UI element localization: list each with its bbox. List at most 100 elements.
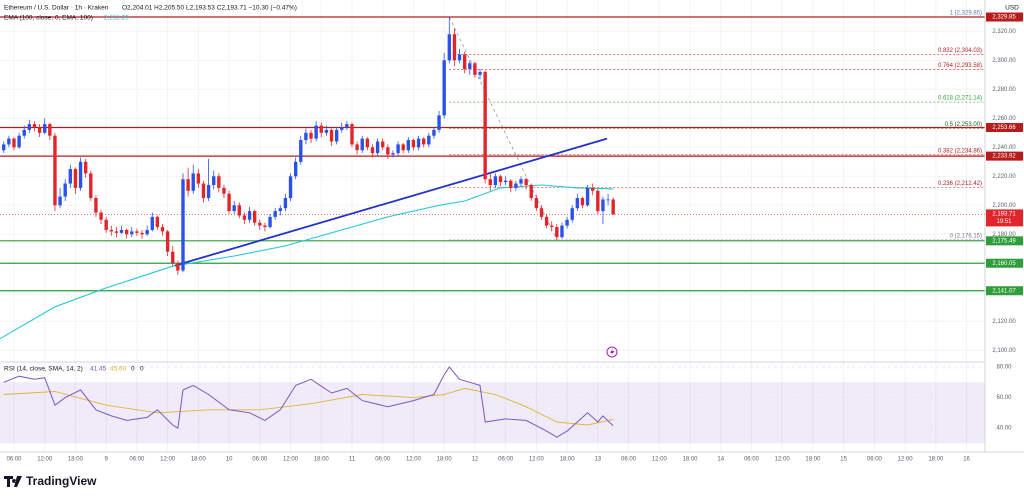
level-tag-label: 2,233.92 bbox=[992, 154, 1016, 160]
candle-body bbox=[565, 219, 569, 226]
candle-body bbox=[473, 63, 477, 75]
candle-body bbox=[483, 71, 487, 180]
candle-body bbox=[150, 216, 154, 230]
candle-body bbox=[319, 125, 323, 133]
x-tick-label: 18:00 bbox=[682, 457, 698, 463]
y-tick-label: 2,220.00 bbox=[992, 174, 1016, 180]
candle-body bbox=[334, 129, 339, 142]
x-tick-label: 18:00 bbox=[560, 457, 576, 463]
x-tick-label: 14 bbox=[717, 457, 724, 463]
y-tick-label: 2,280.00 bbox=[992, 87, 1016, 93]
trendline bbox=[174, 137, 608, 267]
candle-body bbox=[457, 54, 462, 61]
y-tick-label: 2,260.00 bbox=[992, 116, 1016, 122]
x-tick-label: 12:00 bbox=[898, 457, 914, 463]
y-tick-label: 2,180.00 bbox=[992, 232, 1016, 238]
candle-body bbox=[416, 138, 421, 148]
candle-body bbox=[345, 124, 349, 128]
candle-body bbox=[452, 34, 457, 61]
fib-label: 0.236 (2,212.42) bbox=[938, 181, 982, 187]
candle-body bbox=[145, 229, 149, 235]
x-tick-label: 18:00 bbox=[68, 457, 84, 463]
y-tick-label: 2,200.00 bbox=[992, 203, 1016, 209]
candle-body bbox=[63, 183, 67, 197]
x-tick-label: 9 bbox=[104, 457, 108, 463]
candle-body bbox=[12, 138, 16, 148]
event-icon[interactable] bbox=[606, 346, 618, 358]
candle-body bbox=[237, 205, 242, 216]
candle-body bbox=[611, 199, 615, 215]
candle-body bbox=[539, 208, 544, 217]
x-tick-label: 12:00 bbox=[652, 457, 668, 463]
x-tick-label: 11 bbox=[349, 457, 356, 463]
candle-body bbox=[580, 198, 585, 206]
candle-body bbox=[27, 124, 32, 130]
candle-body bbox=[160, 227, 165, 232]
candle-body bbox=[201, 183, 206, 199]
ema-legend: EMA (100, close, 0, EMA, 100) bbox=[4, 15, 93, 22]
candle-body bbox=[258, 222, 262, 226]
candle-body bbox=[360, 138, 364, 151]
level-tag bbox=[986, 286, 1023, 296]
candle-body bbox=[114, 231, 119, 233]
candle-body bbox=[309, 132, 313, 139]
y-tick-label: 2,240.00 bbox=[992, 145, 1016, 151]
candle-body bbox=[411, 140, 416, 148]
candle-body bbox=[534, 198, 539, 209]
candle-body bbox=[171, 251, 175, 264]
candle-body bbox=[58, 196, 62, 206]
candle-body bbox=[104, 219, 108, 230]
candle-body bbox=[544, 216, 549, 226]
candle-body bbox=[591, 187, 595, 191]
countdown-label: 19:51 bbox=[996, 219, 1012, 225]
candle-body bbox=[478, 71, 482, 75]
level-tag bbox=[986, 236, 1023, 246]
grid bbox=[0, 0, 985, 452]
fib-label: 0.764 (2,293.58) bbox=[938, 63, 982, 69]
candle-body bbox=[596, 190, 600, 212]
candle-body bbox=[242, 215, 247, 220]
candle-body bbox=[432, 129, 436, 136]
fib-label: 0 (2,176.15) bbox=[950, 233, 982, 239]
candle-body bbox=[68, 169, 73, 184]
rsi-sma-value: 45.60 bbox=[110, 366, 127, 373]
candle-body bbox=[299, 140, 303, 162]
candle-body bbox=[370, 147, 375, 154]
overlays: 1 (2,329.85) 0.832 (2,304.03) 0.764 (2,293… bbox=[0, 11, 985, 340]
candle-body bbox=[375, 141, 380, 154]
candle-body bbox=[514, 183, 518, 188]
candle-body bbox=[181, 179, 185, 271]
ema-line bbox=[0, 184, 614, 340]
level-tag-label: 2,329.85 bbox=[992, 15, 1016, 21]
logo-text: TradingView bbox=[26, 474, 97, 488]
x-tick-label: 06:00 bbox=[375, 457, 391, 463]
candle-body bbox=[550, 225, 554, 228]
level-tag-label: 2,141.07 bbox=[992, 288, 1016, 294]
candle-body bbox=[7, 138, 11, 145]
x-tick-label: 06:00 bbox=[6, 457, 22, 463]
candle-body bbox=[503, 180, 508, 183]
x-tick-label: 12:00 bbox=[406, 457, 422, 463]
candle-body bbox=[350, 124, 354, 145]
candle-body bbox=[165, 231, 170, 252]
candle-body bbox=[381, 141, 385, 148]
x-tick-label: 06:00 bbox=[621, 457, 637, 463]
fib-label: 0.832 (2,304.03) bbox=[938, 48, 982, 54]
candle-body bbox=[391, 153, 395, 155]
candle-body bbox=[48, 124, 52, 136]
candle-body bbox=[212, 176, 216, 186]
y-tick-label: 2,320.00 bbox=[992, 29, 1016, 35]
rsi-tick-label: 40.00 bbox=[996, 426, 1012, 432]
candle-body bbox=[278, 208, 282, 212]
candle-body bbox=[140, 232, 144, 235]
candle-body bbox=[304, 132, 308, 141]
candle-body bbox=[422, 138, 426, 145]
candle-body bbox=[324, 129, 329, 133]
candle-body bbox=[606, 199, 610, 201]
x-tick-label: 12:00 bbox=[37, 457, 53, 463]
level-tag bbox=[986, 123, 1023, 133]
candle-body bbox=[519, 179, 523, 184]
candle-body bbox=[222, 187, 226, 194]
y-tick-label: 2,100.00 bbox=[992, 348, 1016, 354]
